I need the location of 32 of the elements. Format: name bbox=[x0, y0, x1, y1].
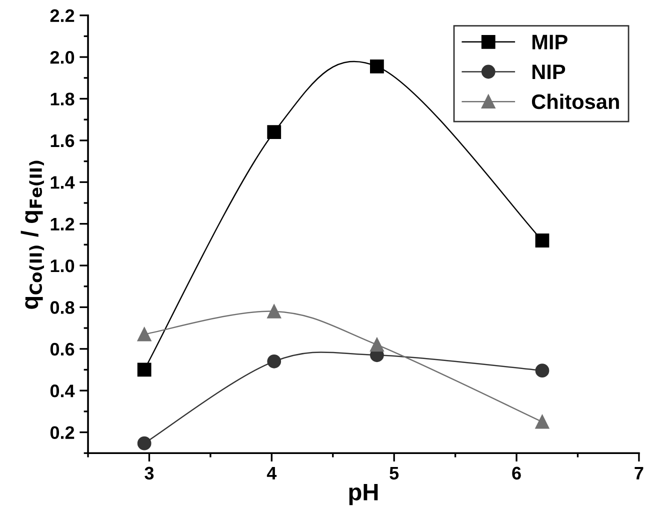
y-axis-title: q$_{Co(II)}$ / q$_{Fe(II)}$ bbox=[20, 160, 44, 309]
point bbox=[370, 338, 384, 352]
x-tick-label: 6 bbox=[512, 466, 521, 480]
y-tick-label: 2.0 bbox=[50, 50, 74, 64]
point bbox=[535, 414, 550, 429]
y-tick-label: 0.4 bbox=[50, 384, 75, 398]
point bbox=[137, 362, 152, 377]
y-tick-label: 0.6 bbox=[50, 342, 74, 356]
point bbox=[370, 59, 384, 74]
point bbox=[267, 354, 282, 368]
point bbox=[137, 436, 152, 450]
point bbox=[267, 304, 282, 318]
x-tick-label: 5 bbox=[390, 466, 399, 480]
point bbox=[137, 327, 152, 342]
y-tick-label: 1.6 bbox=[50, 134, 74, 148]
point bbox=[535, 234, 550, 248]
y-tick-label: 1.4 bbox=[50, 176, 75, 189]
y-tick-label: 1.8 bbox=[50, 92, 74, 106]
y-tick-label: 0.8 bbox=[50, 301, 74, 314]
point bbox=[267, 125, 282, 140]
point bbox=[535, 364, 550, 378]
x-tick-label: 7 bbox=[634, 466, 644, 480]
legend-label: MIP bbox=[532, 34, 568, 50]
legend-label: NIP bbox=[532, 64, 566, 80]
y-tick-label: 1.0 bbox=[50, 259, 74, 272]
y-tick-label: 2.2 bbox=[50, 9, 74, 22]
x-tick-label: 3 bbox=[144, 466, 154, 480]
y-tick-label: 0.2 bbox=[50, 426, 74, 439]
y-tick-label: 1.2 bbox=[50, 218, 74, 230]
legend-label: Chitosan bbox=[532, 94, 619, 110]
x-axis-title: pH bbox=[349, 484, 378, 506]
x-tick-label: 4 bbox=[266, 466, 277, 480]
